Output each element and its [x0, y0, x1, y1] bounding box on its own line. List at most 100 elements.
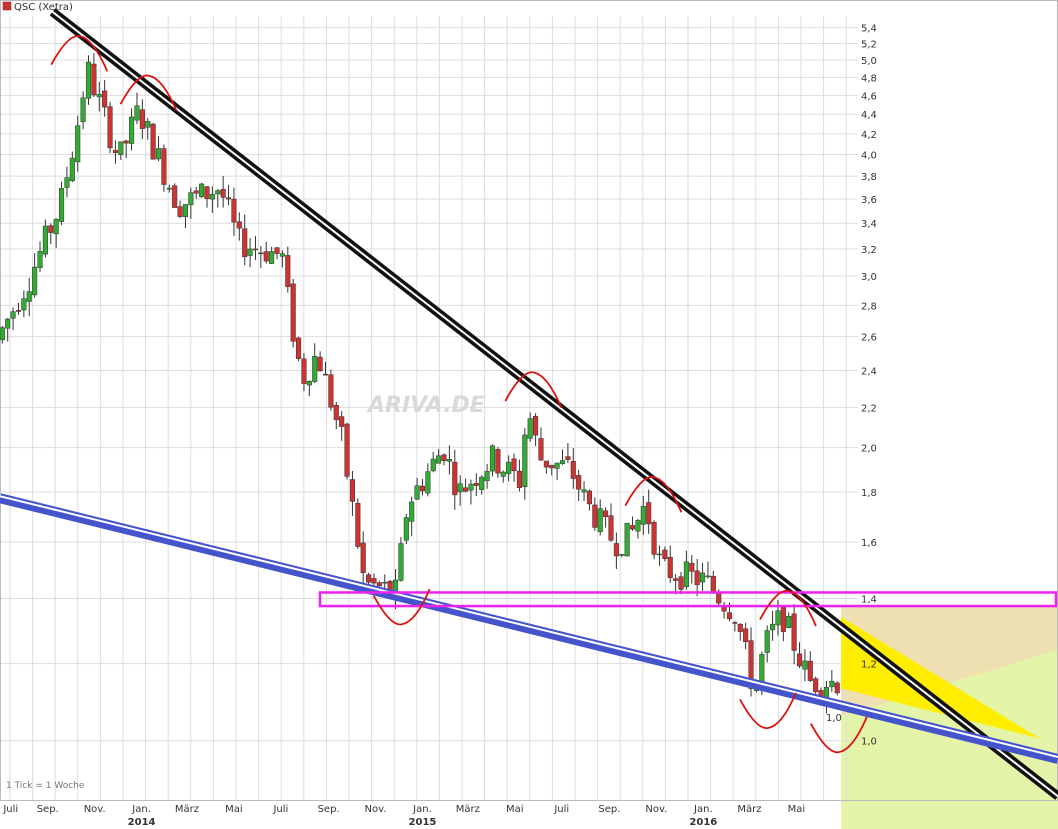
candle-up — [527, 418, 533, 439]
swing-mark — [739, 692, 797, 729]
candle-up — [312, 356, 318, 382]
y-tick-label: 2,2 — [861, 403, 877, 414]
candle-down — [376, 582, 382, 587]
candle-down — [123, 140, 129, 144]
candle-up — [306, 380, 312, 386]
candle-up — [5, 318, 11, 329]
candle-up — [446, 459, 452, 462]
candle-down — [274, 247, 280, 254]
candle-down — [608, 515, 614, 541]
y-tick-label: 3,2 — [861, 245, 877, 256]
candle-up — [764, 630, 770, 653]
resistance-line-inner — [51, 11, 1058, 798]
candle-up — [829, 680, 835, 688]
candle-down — [629, 525, 636, 530]
y-tick-label: 2,0 — [861, 444, 877, 455]
candle-down — [543, 460, 549, 468]
y-tick-label: 1,4 — [861, 594, 877, 605]
candle-down — [258, 252, 264, 255]
candle-down — [285, 255, 291, 287]
y-tick-label: 4,2 — [861, 130, 877, 141]
x-tick-label: Juli — [553, 804, 569, 815]
candle-up — [656, 553, 663, 556]
candle-down — [150, 123, 156, 160]
candle-down — [495, 449, 501, 474]
candle-down — [333, 405, 339, 421]
y-tick-label: 4,6 — [861, 91, 877, 102]
y-tick-label: 1,8 — [861, 488, 877, 499]
candle-up — [199, 183, 205, 198]
candle-down — [586, 490, 592, 505]
swing-mark — [504, 371, 563, 408]
candle-up — [484, 471, 490, 482]
x-tick-label: März — [737, 804, 761, 815]
y-tick-label: 4,4 — [861, 110, 877, 121]
support-line-inner — [0, 495, 1058, 758]
candle-down — [344, 423, 350, 477]
swing-mark — [809, 716, 868, 754]
x-tick-label: Nov. — [365, 804, 387, 815]
y-tick-label: 3,6 — [861, 195, 877, 206]
candle-down — [355, 503, 361, 547]
candle-up — [430, 458, 436, 472]
candle-up — [59, 188, 65, 222]
y-tick-label: 2,8 — [861, 301, 877, 312]
candle-up — [85, 61, 92, 99]
candle-down — [791, 613, 797, 651]
candle-down — [694, 570, 700, 586]
candle-down — [565, 456, 571, 460]
candle-down — [726, 612, 733, 620]
x-tick-label: März — [175, 804, 199, 815]
x-tick-label: Mai — [506, 804, 524, 815]
candle-up — [597, 508, 603, 532]
candle-down — [834, 682, 840, 694]
candle-up — [69, 157, 75, 182]
candle-down — [339, 416, 345, 427]
x-tick-label: Sep. — [318, 804, 340, 815]
candle-down — [48, 225, 54, 233]
candle-down — [651, 521, 657, 555]
candle-down — [511, 458, 517, 472]
candle-up — [683, 561, 689, 587]
candle-up — [457, 483, 463, 493]
candle-down — [592, 504, 598, 528]
candle-down — [296, 337, 302, 359]
candle-up — [489, 445, 496, 472]
candle-down — [570, 461, 576, 479]
candle-up — [182, 204, 189, 218]
candle-up — [403, 517, 409, 541]
candle-down — [242, 228, 248, 258]
candle-up — [500, 471, 506, 477]
candle-up — [155, 148, 162, 160]
candle-up — [775, 610, 781, 626]
candle-up — [269, 251, 275, 264]
y-tick-label: 1,0 — [861, 737, 877, 748]
candle-up — [134, 105, 140, 121]
candle-down — [15, 310, 22, 312]
candle-up — [32, 266, 38, 296]
swing-mark — [759, 589, 817, 627]
candle-up — [21, 298, 27, 311]
candle-down — [225, 197, 232, 200]
candle-down — [290, 283, 296, 342]
candle-up — [640, 506, 646, 525]
y-tick-label: 1,2 — [861, 660, 877, 671]
y-tick-label: 5,4 — [861, 24, 877, 35]
x-axis: Juli Sep. Nov. Jan. 2014 März Mai Juli Sep. Nov. J… — [2, 804, 805, 828]
candle-down — [91, 63, 97, 96]
candle-down — [328, 374, 334, 408]
candle-up — [802, 660, 808, 670]
candle-up — [425, 471, 431, 494]
candle-up — [624, 522, 630, 557]
candle-up — [247, 248, 253, 256]
candle-down — [732, 622, 738, 624]
x-tick-label: Juli — [2, 804, 18, 815]
candle-down — [473, 483, 479, 486]
candle-down — [107, 106, 113, 149]
candle-down — [710, 575, 716, 593]
y-tick-label: 2,4 — [861, 367, 877, 378]
candle-up — [215, 190, 221, 195]
candle-up — [145, 120, 151, 128]
candle-down — [716, 592, 722, 604]
x-tick-label: Jan. — [131, 804, 151, 815]
